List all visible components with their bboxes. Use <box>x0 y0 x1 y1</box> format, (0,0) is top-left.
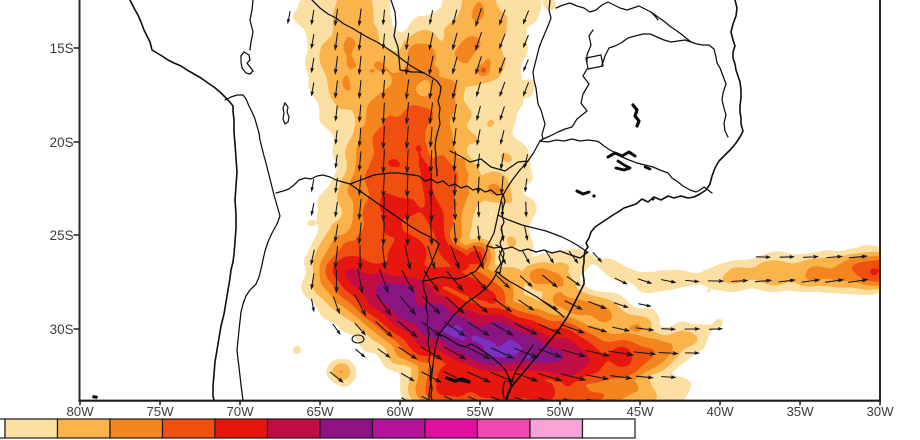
svg-text:30W: 30W <box>866 404 894 419</box>
svg-text:25S: 25S <box>50 228 74 243</box>
svg-text:55W: 55W <box>466 404 494 419</box>
svg-text:75W: 75W <box>146 404 174 419</box>
svg-text:45W: 45W <box>626 404 654 419</box>
svg-text:65W: 65W <box>306 404 334 419</box>
svg-text:60W: 60W <box>386 404 414 419</box>
svg-text:50W: 50W <box>546 404 574 419</box>
svg-text:15S: 15S <box>50 41 74 56</box>
svg-text:40W: 40W <box>706 404 734 419</box>
svg-text:80W: 80W <box>66 404 94 419</box>
svg-text:70W: 70W <box>226 404 254 419</box>
svg-text:30S: 30S <box>50 322 74 337</box>
svg-text:20S: 20S <box>50 135 74 150</box>
svg-text:35W: 35W <box>786 404 814 419</box>
